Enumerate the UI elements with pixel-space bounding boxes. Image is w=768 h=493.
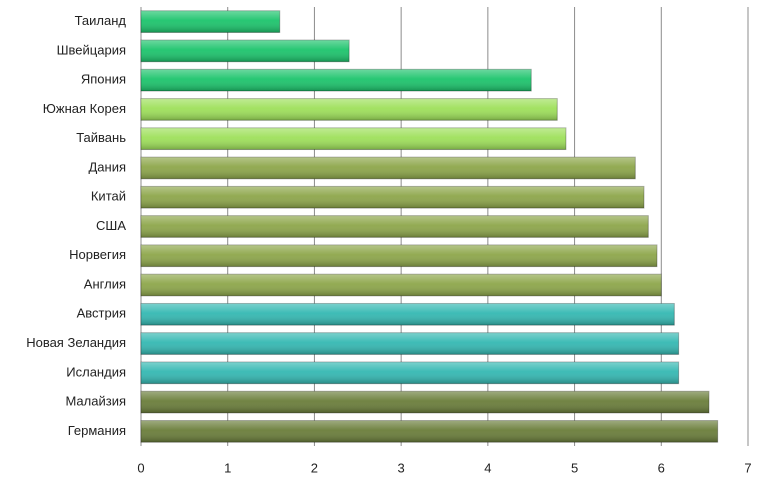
y-tick-label: Таиланд <box>75 13 127 28</box>
y-tick-label: Австрия <box>77 306 126 321</box>
bar <box>140 98 558 121</box>
bar <box>140 273 662 297</box>
y-tick-label: Норвегия <box>69 247 126 262</box>
y-tick-label: США <box>96 218 126 233</box>
y-tick-label: Тайвань <box>76 130 126 145</box>
x-tick-label: 6 <box>658 460 665 475</box>
y-tick-label: Германия <box>68 423 126 438</box>
y-tick-label: Южная Корея <box>43 101 126 116</box>
bar <box>140 215 649 238</box>
bar <box>140 156 636 180</box>
y-tick-label: Англия <box>84 276 126 291</box>
bar <box>140 302 675 326</box>
bar <box>140 390 710 414</box>
y-tick-label: Китай <box>91 189 126 204</box>
x-tick-label: 3 <box>398 460 405 475</box>
y-tick-label: Исландия <box>66 364 126 379</box>
x-tick-label: 1 <box>224 460 231 475</box>
bar <box>140 244 658 268</box>
bar <box>140 185 645 209</box>
bar <box>140 68 532 92</box>
bar <box>140 332 680 355</box>
x-tick-label: 4 <box>484 460 491 475</box>
bar <box>140 127 567 151</box>
y-tick-label: Дания <box>88 159 126 174</box>
x-tick-label: 2 <box>311 460 318 475</box>
y-tick-label: Малайзия <box>65 394 126 409</box>
y-tick-label: Швейцария <box>57 42 126 57</box>
bar <box>140 420 719 443</box>
x-tick-label: 7 <box>744 460 751 475</box>
bar <box>140 10 281 33</box>
bar <box>140 361 680 385</box>
y-tick-label: Япония <box>81 72 126 87</box>
x-tick-label: 5 <box>571 460 578 475</box>
x-tick-label: 0 <box>137 460 144 475</box>
bar <box>140 39 350 63</box>
y-tick-label: Новая Зеландия <box>26 335 126 350</box>
